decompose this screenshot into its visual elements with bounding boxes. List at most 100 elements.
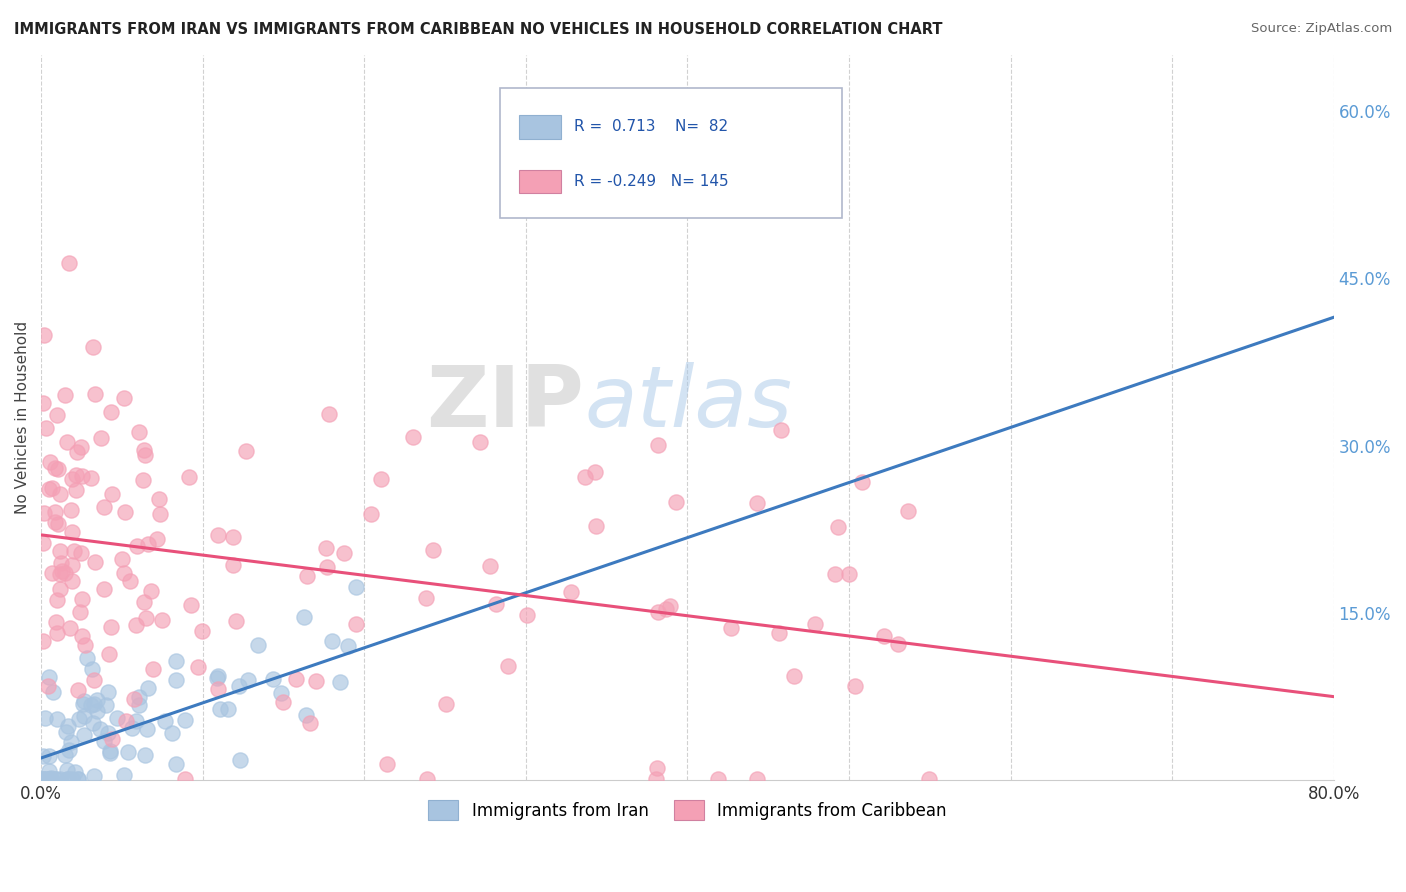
Point	[93, 734, 115, 748]
Point	[370, 472, 392, 486]
Point	[58, 743, 80, 757]
Point	[66, 772, 89, 787]
Point	[51, 564, 73, 578]
Point	[90, 431, 112, 445]
Point	[271, 695, 294, 709]
Point	[153, 714, 176, 728]
FancyBboxPatch shape	[501, 87, 842, 219]
Point	[84, 555, 107, 569]
Point	[128, 698, 150, 712]
Point	[783, 669, 806, 683]
Point	[46, 517, 69, 532]
Point	[45, 772, 67, 787]
Point	[46, 462, 69, 476]
Point	[897, 504, 920, 518]
Point	[60, 524, 83, 539]
Point	[82, 662, 104, 676]
Point	[58, 772, 80, 787]
Point	[134, 595, 156, 609]
Point	[647, 438, 669, 452]
Point	[31, 772, 53, 787]
Point	[165, 673, 187, 687]
Point	[235, 443, 257, 458]
Point	[174, 713, 197, 727]
Point	[804, 616, 827, 631]
Point	[31, 633, 53, 648]
Point	[70, 591, 93, 606]
Point	[37, 679, 59, 693]
Point	[121, 721, 143, 735]
Point	[118, 574, 141, 589]
Point	[769, 423, 792, 437]
Point	[46, 592, 69, 607]
Point	[73, 728, 96, 742]
Point	[873, 629, 896, 643]
Point	[207, 528, 229, 542]
Point	[125, 618, 148, 632]
Point	[42, 685, 65, 699]
Point	[647, 761, 669, 775]
Point	[100, 405, 122, 419]
Point	[65, 467, 87, 482]
Legend: Immigrants from Iran, Immigrants from Caribbean: Immigrants from Iran, Immigrants from Ca…	[422, 794, 953, 826]
Point	[375, 757, 398, 772]
Point	[53, 566, 76, 581]
Point	[135, 610, 157, 624]
Point	[60, 574, 83, 589]
Point	[34, 711, 56, 725]
Point	[659, 599, 682, 614]
Point	[58, 719, 80, 733]
Point	[72, 469, 94, 483]
Point	[304, 673, 326, 688]
Point	[292, 609, 315, 624]
Point	[89, 723, 111, 737]
Point	[470, 434, 492, 449]
Point	[38, 772, 60, 787]
Point	[165, 757, 187, 772]
Point	[415, 772, 437, 787]
Point	[63, 764, 86, 779]
Point	[142, 662, 165, 676]
Point	[262, 673, 284, 687]
Point	[768, 626, 790, 640]
Point	[83, 769, 105, 783]
Point	[32, 772, 55, 787]
Text: IMMIGRANTS FROM IRAN VS IMMIGRANTS FROM CARIBBEAN NO VEHICLES IN HOUSEHOLD CORRE: IMMIGRANTS FROM IRAN VS IMMIGRANTS FROM …	[14, 22, 942, 37]
Point	[83, 387, 105, 401]
Point	[647, 605, 669, 619]
Point	[152, 613, 174, 627]
Point	[918, 772, 941, 787]
Point	[97, 685, 120, 699]
Point	[145, 532, 167, 546]
Text: Source: ZipAtlas.com: Source: ZipAtlas.com	[1251, 22, 1392, 36]
Point	[560, 584, 582, 599]
Point	[346, 580, 368, 594]
Point	[285, 672, 308, 686]
Point	[48, 582, 70, 597]
Point	[70, 440, 93, 454]
Point	[720, 620, 742, 634]
Point	[73, 694, 96, 708]
Point	[422, 543, 444, 558]
Point	[96, 698, 118, 712]
Point	[38, 482, 60, 496]
Point	[186, 659, 208, 673]
Point	[207, 681, 229, 696]
Point	[645, 772, 668, 787]
Point	[93, 500, 115, 514]
Point	[35, 421, 58, 435]
Point	[41, 566, 63, 580]
Point	[177, 470, 200, 484]
Point	[165, 654, 187, 668]
Point	[53, 748, 76, 763]
Point	[80, 698, 103, 712]
Point	[60, 502, 83, 516]
Point	[49, 543, 72, 558]
Point	[222, 558, 245, 572]
Point	[574, 470, 596, 484]
Point	[415, 591, 437, 605]
Point	[46, 409, 69, 423]
Point	[34, 772, 56, 787]
Point	[100, 620, 122, 634]
Point	[585, 519, 607, 533]
